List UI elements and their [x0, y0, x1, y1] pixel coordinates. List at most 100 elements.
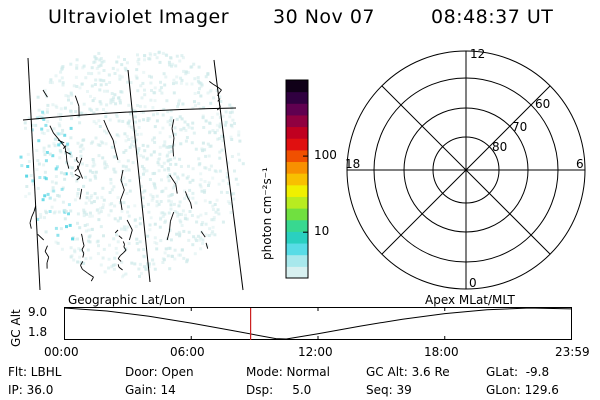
emission-pixel [197, 163, 201, 167]
emission-pixel [133, 218, 137, 222]
emission-pixel [203, 180, 207, 183]
emission-pixel [69, 91, 73, 95]
lat-lon-grid [22, 57, 244, 291]
x-tick-0000: 00:00 [44, 345, 79, 359]
emission-pixel [192, 62, 196, 66]
emission-pixel [61, 200, 65, 204]
emission-pixel [113, 93, 117, 97]
emission-pixel [193, 100, 196, 104]
emission-pixel [138, 216, 142, 220]
coastline-segment [57, 139, 65, 144]
emission-pixel [112, 96, 115, 100]
colorbar-stripe [286, 196, 308, 209]
emission-pixel [175, 232, 179, 236]
emission-pixel [44, 159, 48, 163]
emission-pixel [200, 83, 204, 87]
emission-pixel [201, 149, 204, 153]
emission-pixel [61, 65, 65, 69]
emission-pixel [135, 68, 139, 72]
emission-pixel [85, 164, 89, 167]
emission-pixel [180, 128, 184, 132]
emission-pixel [124, 68, 128, 72]
emission-pixel [143, 88, 146, 92]
emission-pixel [176, 214, 180, 218]
emission-pixel [167, 168, 171, 172]
emission-pixel [153, 140, 157, 144]
emission-pixel [184, 72, 188, 76]
emission-pixel [201, 241, 205, 245]
emission-pixel [151, 196, 155, 200]
emission-pixel [59, 117, 62, 121]
emission-pixel [135, 133, 139, 136]
emission-pixel [90, 72, 94, 76]
emission-pixel [95, 107, 99, 111]
emission-pixel [129, 81, 133, 85]
emission-pixel [155, 242, 159, 246]
emission-pixel [27, 116, 31, 120]
info-dsp: Dsp: 5.0 [246, 383, 312, 397]
emission-pixel [88, 107, 92, 111]
emission-pixel [46, 103, 50, 107]
emission-pixel [179, 220, 183, 224]
emission-pixel [63, 217, 67, 221]
emission-pixel [58, 149, 62, 153]
emission-pixel [95, 208, 99, 212]
emission-pixel [166, 175, 170, 179]
emission-pixel [79, 149, 83, 153]
emission-pixel [70, 93, 74, 97]
coastline-segment [114, 149, 119, 161]
emission-pixel [208, 122, 212, 125]
emission-pixel [20, 164, 24, 168]
coastline-segment [74, 168, 79, 172]
emission-pixel [76, 194, 79, 198]
emission-pixel [208, 131, 211, 135]
emission-pixel [153, 86, 157, 90]
coastline-segment [64, 151, 71, 155]
emission-pixel [237, 130, 241, 134]
emission-pixel [73, 237, 76, 241]
emission-pixel [73, 250, 77, 254]
emission-pixel [126, 225, 130, 229]
emission-pixel [69, 126, 73, 130]
emission-pixel [238, 139, 242, 143]
emission-pixel [191, 167, 195, 171]
emission-pixel [133, 219, 137, 223]
emission-pixel [136, 59, 140, 63]
emission-pixel [210, 232, 214, 236]
emission-pixel [126, 210, 130, 214]
emission-pixel [183, 120, 187, 124]
emission-pixel [148, 262, 151, 266]
colorbar-unit-label: photon cm⁻²s⁻¹ [260, 167, 274, 260]
emission-pixel [81, 138, 85, 142]
emission-pixel [109, 98, 113, 102]
emission-pixel [218, 169, 222, 173]
colorbar-stripe [286, 103, 308, 116]
emission-pixel [82, 261, 86, 265]
emission-pixel [167, 60, 171, 64]
emission-pixel [134, 224, 138, 228]
emission-pixel [137, 267, 141, 271]
emission-pixel [113, 263, 117, 267]
emission-pixel [212, 218, 216, 222]
emission-pixel [194, 104, 197, 108]
emission-pixel [195, 239, 198, 243]
emission-pixel [75, 85, 79, 88]
emission-pixel [85, 191, 89, 195]
emission-pixel [198, 238, 201, 242]
emission-pixel [153, 241, 157, 244]
emission-pixel [61, 81, 65, 85]
emission-pixel [187, 164, 190, 168]
mlt-label-12: 12 [470, 47, 486, 61]
emission-pixel [84, 112, 88, 116]
emission-pixel [95, 196, 99, 200]
geographic-image-map [19, 50, 245, 291]
emission-pixel [146, 202, 150, 206]
emission-pixel [201, 114, 205, 118]
emission-pixel [185, 260, 189, 264]
emission-pixel [184, 129, 188, 132]
colorbar-stripe [286, 161, 308, 174]
coastline-segment [169, 174, 177, 185]
coastline-segment [119, 252, 124, 257]
emission-pixel [124, 149, 128, 152]
emission-pixel [177, 102, 180, 106]
